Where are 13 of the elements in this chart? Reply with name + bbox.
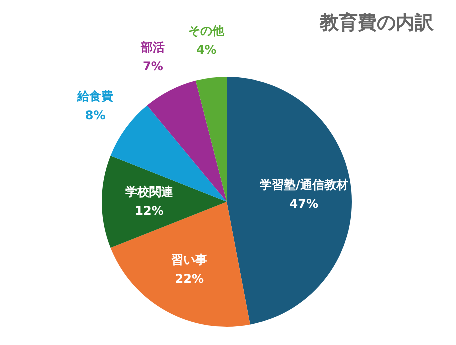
data-label: 47%: [290, 196, 319, 211]
slice-label: 学習塾/通信教材: [260, 178, 348, 192]
slice-label: 学校関連: [126, 185, 174, 200]
slice-label: 部活: [140, 40, 166, 54]
data-label: 22%: [175, 272, 204, 286]
slice-label: 習い事: [172, 253, 208, 268]
slice-label: その他: [188, 24, 226, 38]
data-label: 12%: [135, 204, 164, 218]
chart-title: 教育費の内訳: [320, 11, 434, 36]
data-label: 7%: [143, 59, 164, 74]
data-label: 8%: [85, 108, 106, 123]
data-label: 4%: [196, 42, 217, 57]
slice-label: 給食費: [76, 90, 114, 104]
